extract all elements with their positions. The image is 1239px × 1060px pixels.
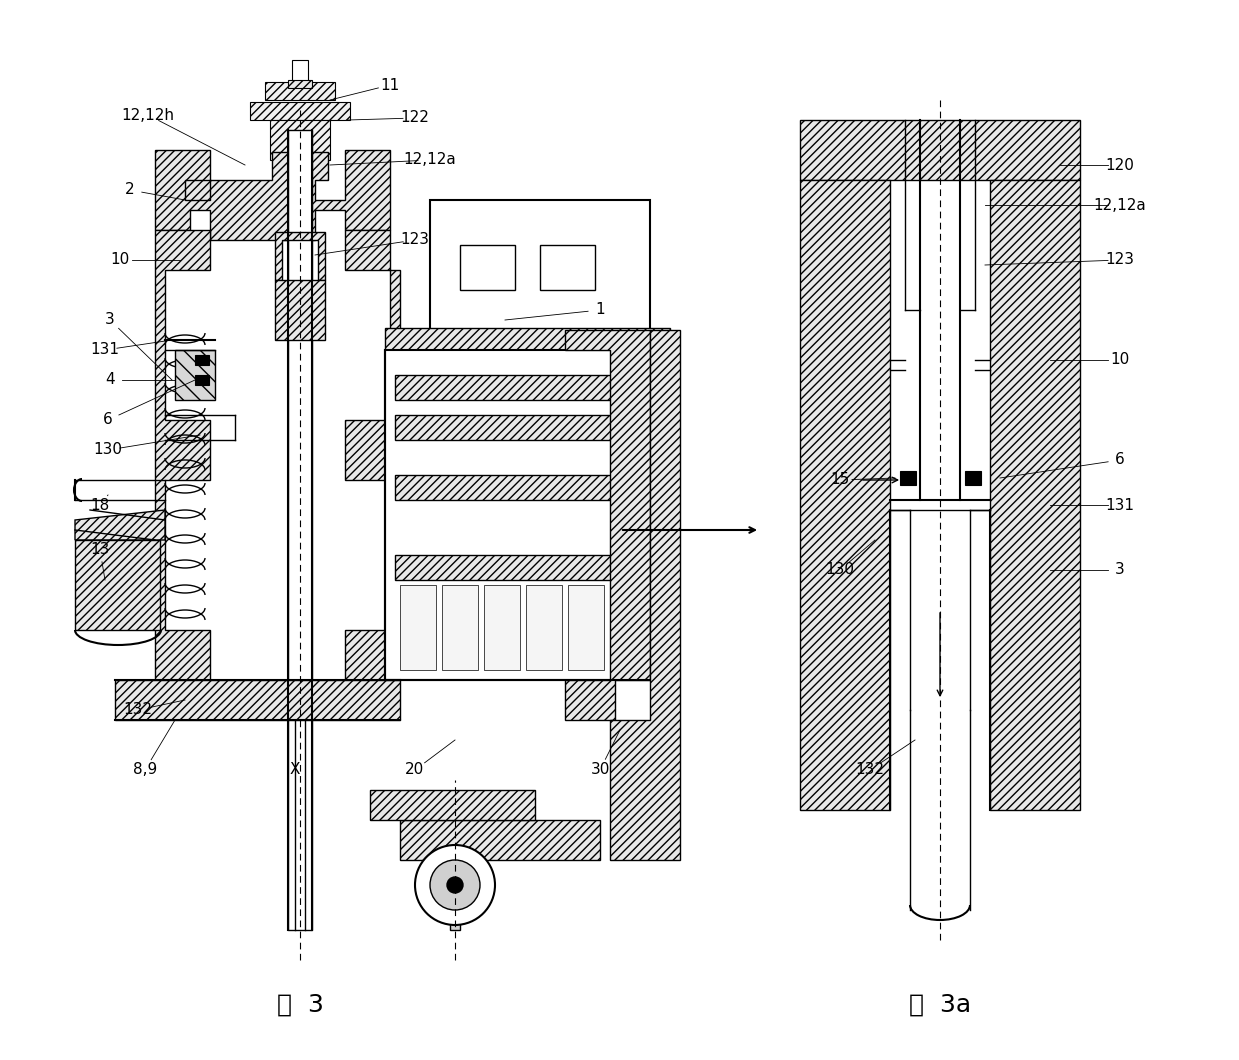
Text: 6: 6: [103, 412, 113, 427]
Bar: [800, 120, 1080, 180]
Bar: [567, 585, 603, 670]
Text: 10: 10: [1110, 353, 1130, 368]
Text: 6: 6: [1115, 453, 1125, 467]
Polygon shape: [275, 232, 325, 280]
Bar: [527, 585, 563, 670]
Text: 图  3a: 图 3a: [909, 993, 971, 1017]
Text: 122: 122: [400, 110, 430, 125]
Bar: [395, 555, 660, 580]
Text: 132: 132: [124, 703, 152, 718]
Text: 8,9: 8,9: [133, 762, 157, 777]
Text: 1: 1: [595, 302, 605, 318]
Text: 131: 131: [1105, 497, 1135, 512]
Circle shape: [415, 845, 496, 925]
Bar: [265, 82, 335, 100]
Text: 3: 3: [1115, 563, 1125, 578]
Bar: [195, 355, 209, 365]
Text: 130: 130: [825, 563, 855, 578]
Circle shape: [430, 860, 479, 909]
Text: 3: 3: [105, 313, 115, 328]
Bar: [484, 585, 520, 670]
Text: 13: 13: [90, 543, 110, 558]
Text: 123: 123: [400, 232, 430, 247]
Bar: [400, 820, 600, 860]
Text: 123: 123: [1105, 252, 1135, 267]
Bar: [900, 471, 916, 485]
Bar: [965, 471, 981, 485]
Bar: [400, 585, 436, 670]
Polygon shape: [76, 540, 160, 630]
Polygon shape: [990, 180, 1080, 810]
Bar: [540, 245, 595, 290]
Bar: [430, 860, 479, 915]
Text: 12,12a: 12,12a: [404, 153, 456, 167]
Text: 15: 15: [830, 473, 850, 488]
Bar: [395, 416, 660, 440]
Bar: [385, 350, 670, 681]
Polygon shape: [800, 180, 890, 810]
Bar: [460, 245, 515, 290]
Polygon shape: [115, 681, 400, 720]
Bar: [287, 130, 312, 930]
Bar: [610, 585, 646, 670]
Text: 120: 120: [1105, 158, 1135, 173]
Text: 20: 20: [405, 762, 425, 777]
Bar: [395, 475, 660, 500]
Bar: [450, 915, 460, 930]
Polygon shape: [344, 230, 400, 681]
Text: X: X: [290, 762, 300, 777]
Text: 132: 132: [855, 762, 885, 777]
Bar: [370, 790, 535, 820]
Text: 131: 131: [90, 342, 119, 357]
Polygon shape: [76, 510, 165, 540]
Text: 18: 18: [90, 497, 109, 512]
Text: 12,12a: 12,12a: [1094, 197, 1146, 212]
Text: 2: 2: [125, 182, 135, 197]
Text: 4: 4: [105, 372, 115, 388]
Polygon shape: [275, 280, 325, 340]
Text: 图  3: 图 3: [276, 993, 323, 1017]
Polygon shape: [155, 151, 390, 240]
Bar: [292, 60, 309, 82]
Polygon shape: [565, 330, 650, 720]
Bar: [442, 585, 478, 670]
Text: 11: 11: [380, 77, 400, 92]
Bar: [385, 328, 670, 350]
Polygon shape: [155, 230, 209, 681]
Bar: [250, 102, 349, 120]
Text: 10: 10: [110, 252, 130, 267]
Polygon shape: [175, 350, 216, 400]
Bar: [270, 120, 330, 160]
Text: 130: 130: [93, 442, 123, 458]
Polygon shape: [610, 330, 680, 860]
Text: 12,12h: 12,12h: [121, 107, 175, 123]
Text: 30: 30: [590, 762, 610, 777]
Bar: [430, 200, 650, 330]
Circle shape: [447, 877, 463, 893]
Bar: [395, 375, 660, 400]
Bar: [195, 375, 209, 385]
Bar: [287, 80, 312, 88]
